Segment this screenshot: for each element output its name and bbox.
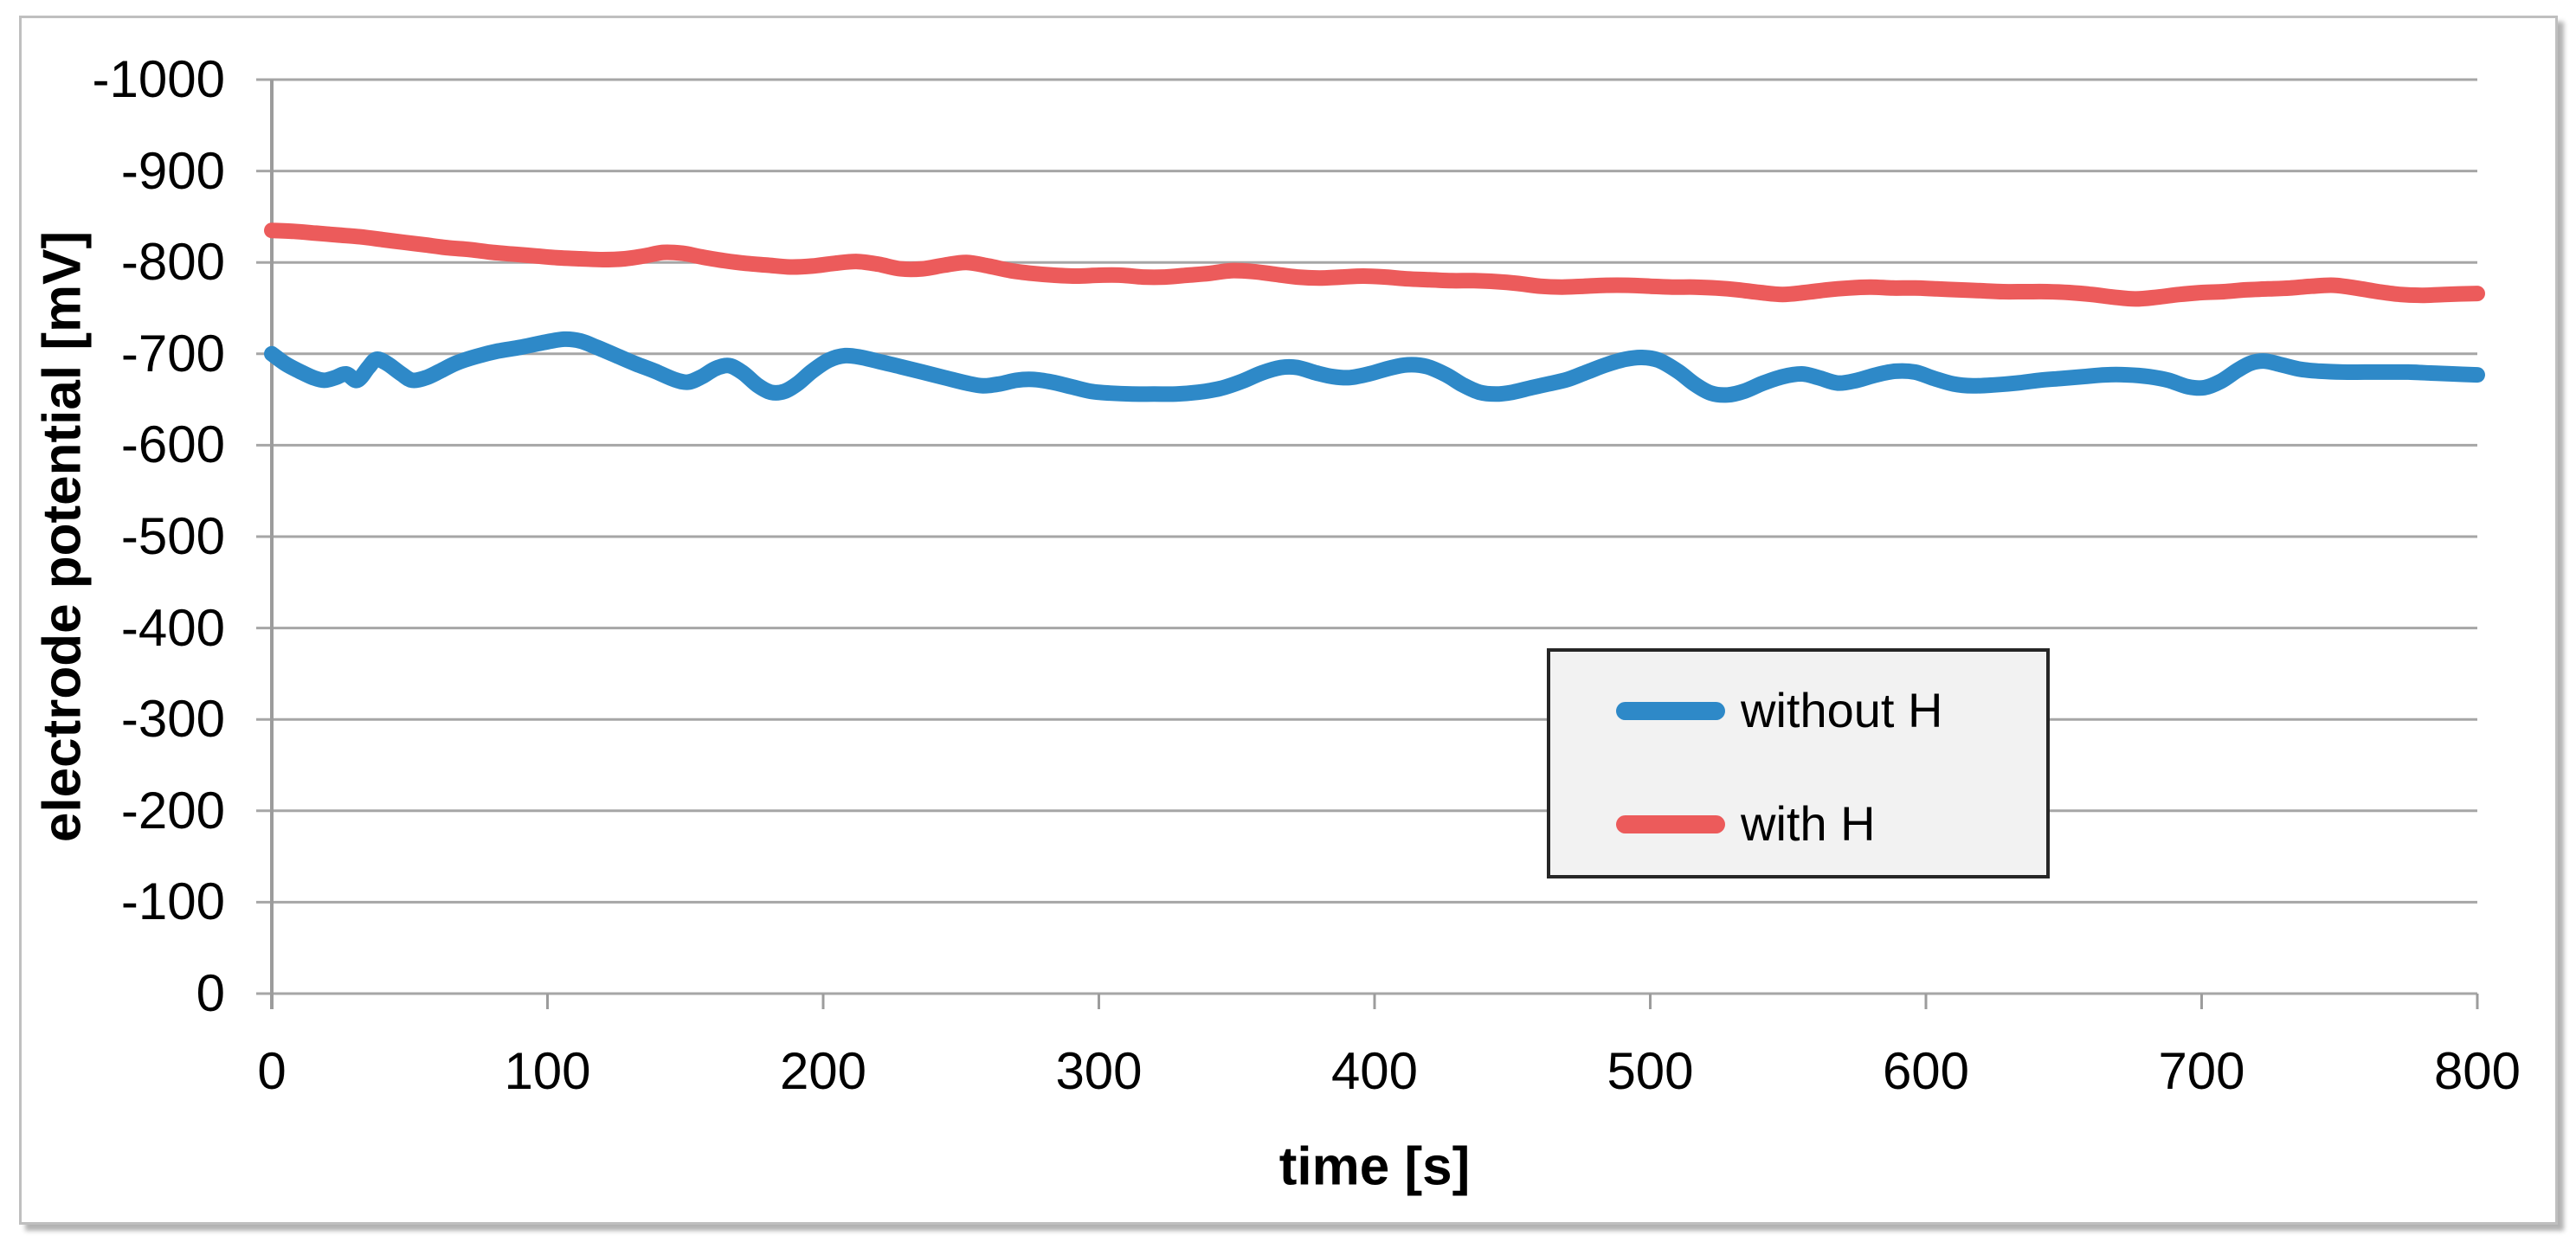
x-axis-tick-label: 700 bbox=[2158, 1042, 2245, 1100]
legend-item-without-h: without H bbox=[1550, 684, 2046, 737]
legend-label: with H bbox=[1741, 796, 1876, 851]
legend-swatch-red-icon bbox=[1616, 814, 1725, 833]
y-axis-tick-label: -200 bbox=[120, 781, 225, 840]
series-line-with-h bbox=[264, 222, 2485, 307]
x-axis-tick-label: 100 bbox=[504, 1042, 591, 1100]
x-axis-tick-label: 500 bbox=[1607, 1042, 1694, 1100]
y-axis-tick-label: 0 bbox=[196, 964, 225, 1022]
y-axis-tick-label: -700 bbox=[120, 324, 225, 383]
x-axis-tick-label: 600 bbox=[1882, 1042, 1970, 1100]
y-axis-tick-label: -100 bbox=[120, 872, 225, 931]
x-axis-tick-label: 400 bbox=[1330, 1042, 1419, 1100]
y-axis-tick-label: -800 bbox=[120, 233, 225, 292]
y-axis-tick-label: -500 bbox=[120, 507, 225, 565]
y-axis-tick-label: -1000 bbox=[92, 50, 225, 108]
x-axis-tick-label: 800 bbox=[2433, 1042, 2521, 1100]
x-axis-title: time [s] bbox=[1278, 1136, 1471, 1197]
y-axis-tick-label: -600 bbox=[120, 415, 225, 474]
legend-label: without H bbox=[1741, 683, 1943, 737]
y-axis-tick-label: -900 bbox=[120, 141, 225, 200]
x-axis-tick-label: 300 bbox=[1055, 1042, 1143, 1100]
legend-swatch-blue-icon bbox=[1616, 701, 1725, 720]
series-line-without-h bbox=[264, 331, 2485, 403]
legend-item-with-h: with H bbox=[1550, 797, 2046, 851]
y-axis-tick-label: -400 bbox=[120, 598, 225, 657]
x-axis-tick-label: 200 bbox=[779, 1042, 867, 1100]
y-axis-tick-label: -300 bbox=[120, 690, 225, 749]
legend: without H with H bbox=[1547, 648, 2050, 878]
x-axis-tick-label: 0 bbox=[257, 1042, 287, 1100]
chart-frame bbox=[19, 16, 2558, 1225]
y-axis-title: electrode potential [mV] bbox=[32, 230, 93, 843]
